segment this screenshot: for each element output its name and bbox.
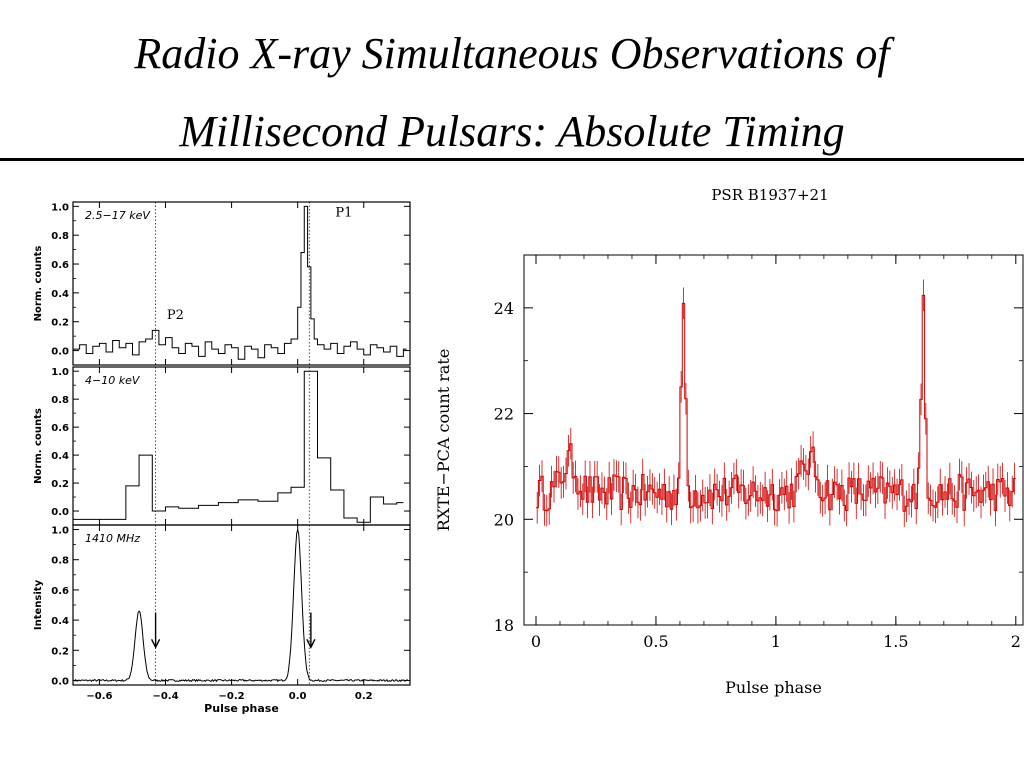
psr-b1937-chart: PSR B1937+21 0 0.5 1 1.5 2 18 20 22 24 RXTE−PCA co… (434, 186, 1024, 697)
x-tick-label: 0 (531, 632, 541, 651)
y-axis-label: RXTE−PCA count rate (434, 349, 453, 532)
y-tick-label-1: 1.0 (51, 202, 69, 213)
panel-trace-3 (74, 529, 408, 683)
title-divider (0, 158, 1024, 161)
x-tick-label: 0.0 (289, 691, 307, 702)
x-tick-label: 1.5 (883, 632, 908, 651)
y-tick-label-3: 0.4 (51, 616, 69, 627)
panel-ylabel-3: Intensity (33, 579, 44, 630)
x-axis-label: Pulse phase (725, 678, 822, 697)
panel-ylabel-2: Norm. counts (33, 408, 44, 484)
panel-trace-1 (73, 205, 407, 360)
y-tick-label-1: 0.8 (51, 231, 69, 242)
chart-title: PSR B1937+21 (711, 186, 828, 204)
y-tick-label-3: 0.2 (51, 646, 69, 657)
panel-ylabel-1: Norm. counts (33, 246, 44, 322)
y-tick-label-2: 0.8 (51, 395, 69, 406)
panel-frame-1 (72, 201, 411, 366)
x-tick-label: −0.4 (152, 691, 178, 702)
plot-frame (523, 254, 1024, 626)
y-tick-label-3: 1.0 (51, 526, 69, 537)
y-tick-label: 24 (494, 299, 514, 318)
y-tick-label-3: 0.0 (51, 676, 69, 687)
y-tick-label-2: 0.0 (51, 507, 69, 518)
x-axis-label: Pulse phase (204, 702, 279, 715)
y-tick-label: 22 (494, 405, 514, 424)
y-tick-label-2: 1.0 (51, 367, 69, 378)
pulse-profiles-chart: 0.0 0.2 0.4 0.6 0.8 1.0 Norm. counts 2.5−17 keV… (33, 201, 411, 715)
y-tick-label-1: 0.4 (51, 289, 69, 300)
error-bars (536, 279, 1016, 528)
x-tick-label: −0.6 (86, 691, 112, 702)
panel-band-label-3: 1410 MHz (85, 532, 140, 545)
x-tick-label: 0.5 (643, 632, 668, 651)
slide-title-line-2: Millisecond Pulsars: Absolute Timing (179, 107, 845, 156)
y-tick-label-2: 0.4 (51, 451, 69, 462)
panel-frame-3 (72, 524, 411, 686)
panel-trace-2 (73, 370, 404, 523)
peak-annotation: P1 (335, 205, 352, 220)
slide-title-line-1: Radio X-ray Simultaneous Observations of (134, 29, 890, 78)
y-tick-label-1: 0.6 (51, 260, 69, 271)
panel-band-label-1: 2.5−17 keV (85, 209, 151, 222)
x-tick-label: 1 (771, 632, 781, 651)
x-tick-label: 2 (1011, 632, 1021, 651)
y-tick-label-3: 0.8 (51, 556, 69, 567)
y-tick-label-1: 0.2 (51, 318, 69, 329)
peak-annotation: P2 (167, 308, 184, 323)
y-tick-label-3: 0.6 (51, 586, 69, 597)
panel-band-label-2: 4−10 keV (85, 374, 141, 387)
y-tick-label-2: 0.2 (51, 479, 69, 490)
y-tick-label: 18 (494, 616, 514, 635)
x-tick-label: 0.2 (355, 691, 373, 702)
y-tick-label: 20 (494, 510, 514, 529)
count-rate-trace (536, 294, 1016, 512)
arrow-head (150, 638, 161, 649)
y-tick-label-2: 0.6 (51, 423, 69, 434)
y-tick-label-1: 0.0 (51, 347, 69, 358)
panel-frame-2 (72, 366, 411, 526)
arrow-head (306, 638, 316, 649)
x-tick-label: −0.2 (219, 691, 245, 702)
